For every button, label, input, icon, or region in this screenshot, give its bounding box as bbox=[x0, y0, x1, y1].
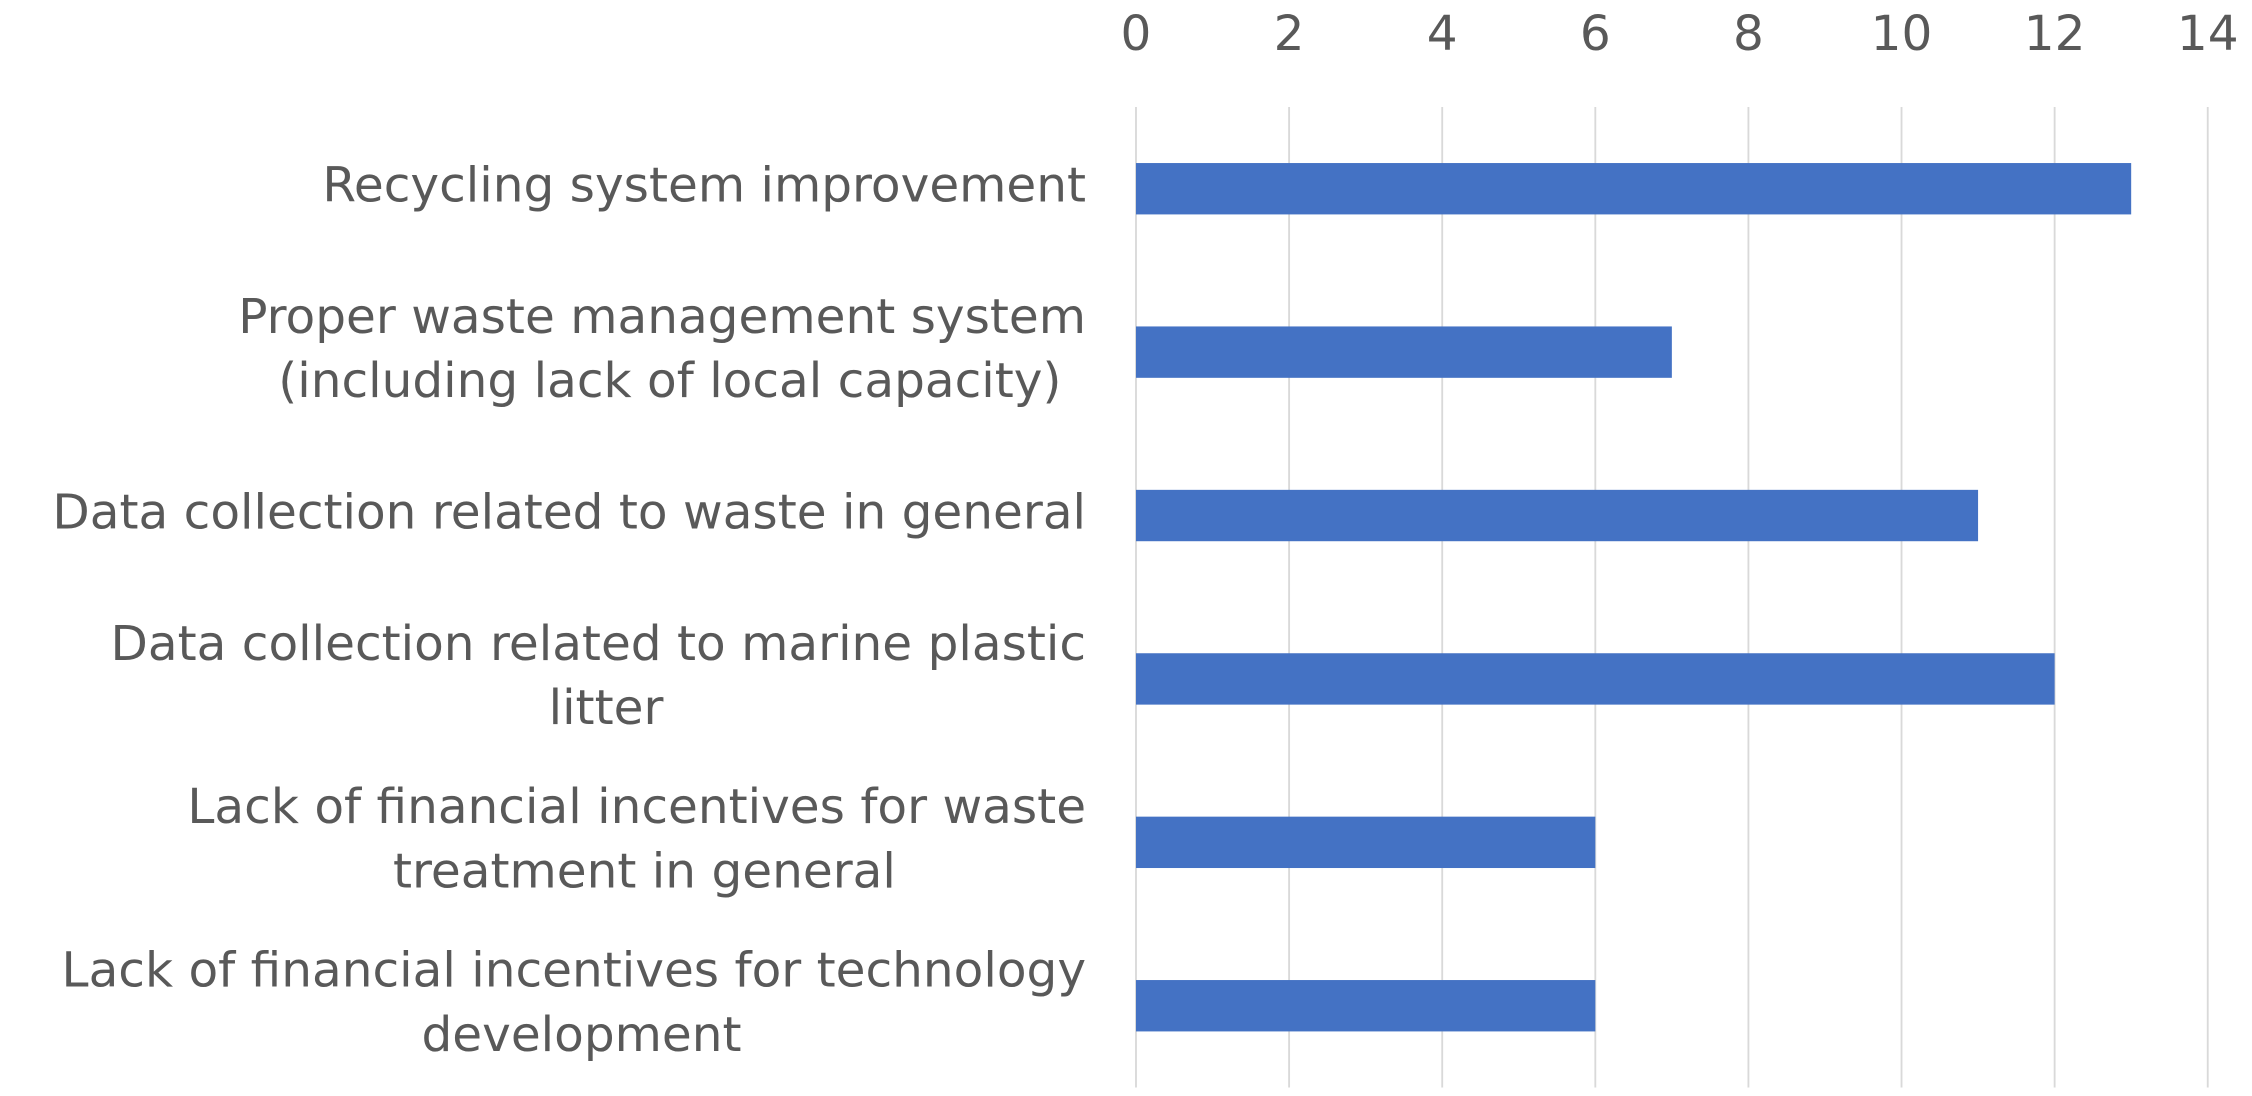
bar bbox=[1135, 980, 1596, 1032]
y-tick-label: Lack of financial incentives for technol… bbox=[62, 943, 1087, 1063]
bar bbox=[1135, 816, 1596, 869]
x-tick-label: 8 bbox=[1733, 6, 1764, 62]
y-tick-label: Proper waste management system (includin… bbox=[238, 289, 1086, 409]
x-tick-label: 4 bbox=[1427, 6, 1458, 62]
x-tick-label: 2 bbox=[1274, 6, 1305, 62]
x-tick-label: 0 bbox=[1121, 6, 1152, 62]
y-tick-label: Data collection related to waste in gene… bbox=[52, 485, 1086, 541]
x-tick-label: 6 bbox=[1580, 6, 1611, 62]
bar bbox=[1135, 653, 2055, 705]
y-tick-label: Lack of financial incentives for waste t… bbox=[187, 779, 1086, 899]
bar bbox=[1135, 163, 2132, 215]
x-tick-label: 12 bbox=[2024, 6, 2086, 62]
y-tick-label: Data collection related to marine plasti… bbox=[111, 616, 1087, 736]
bar bbox=[1135, 489, 1979, 542]
x-tick-label: 14 bbox=[2177, 6, 2239, 62]
bar bbox=[1135, 326, 1672, 378]
y-tick-label: Recycling system improvement bbox=[322, 158, 1086, 214]
x-tick-label: 10 bbox=[1871, 6, 1933, 62]
